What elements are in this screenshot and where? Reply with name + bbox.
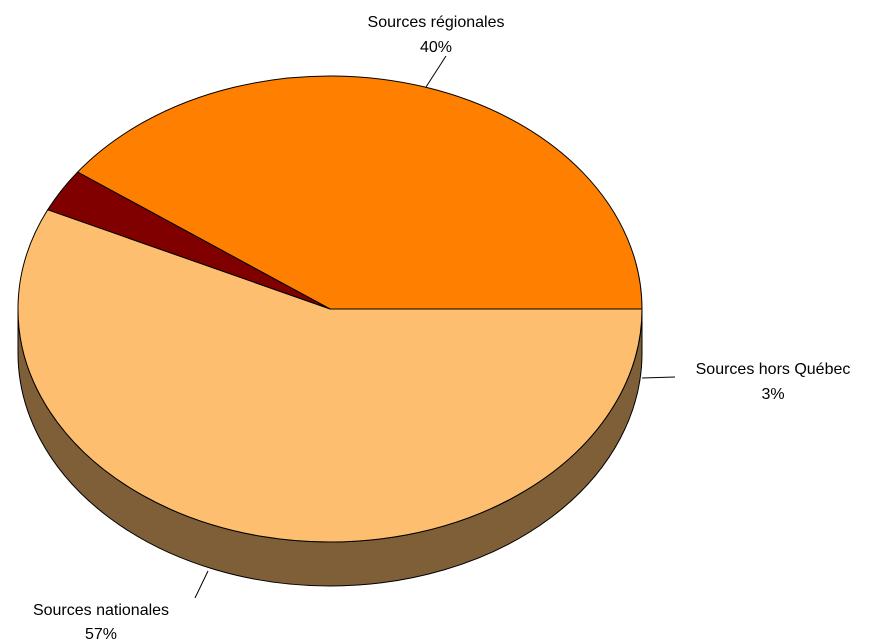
- slice-label-sources-nationales: Sources nationales: [33, 602, 169, 619]
- pie-slice-sources-nationales: [17, 209, 643, 543]
- leader-line-sources-hors-quebec: [641, 376, 676, 379]
- leader-line-sources-nationales: [194, 570, 209, 599]
- pie-slices: [17, 75, 643, 543]
- pie-leader-lines: [194, 55, 676, 599]
- leader-line-sources-regionales: [425, 55, 447, 88]
- slice-label-sources-hors-quebec: Sources hors Québec: [696, 361, 851, 378]
- slice-label-sources-regionales: Sources régionales: [368, 14, 505, 31]
- slice-value-sources-regionales: 40%: [420, 39, 452, 56]
- pie-slice-sources-regionales: [77, 75, 643, 310]
- slice-value-sources-hors-quebec: 3%: [761, 386, 784, 403]
- slice-value-sources-nationales: 57%: [85, 626, 117, 642]
